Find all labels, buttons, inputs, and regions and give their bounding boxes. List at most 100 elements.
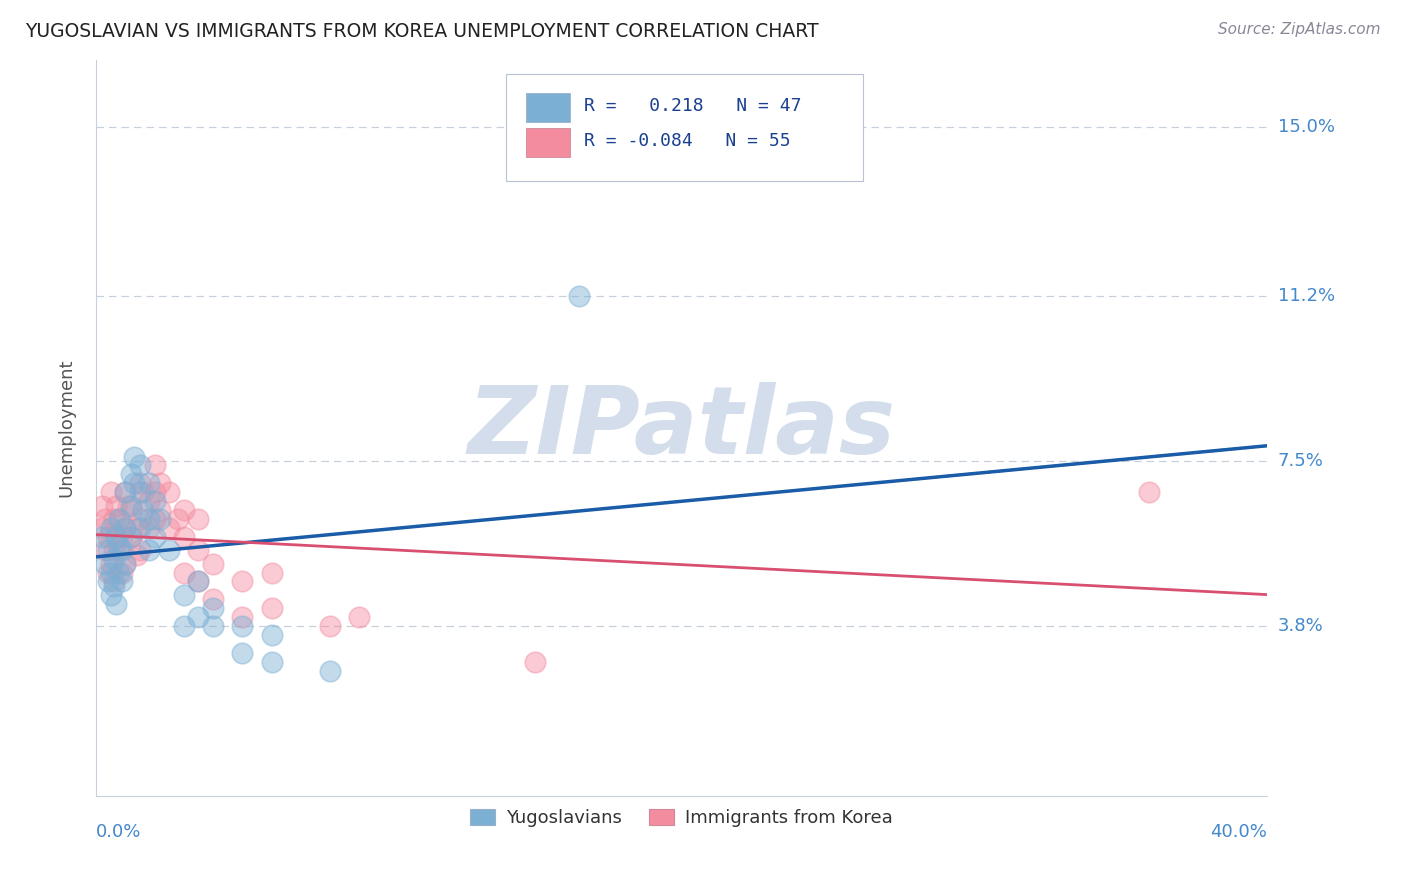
Point: [114, 557, 136, 571]
Point: [103, 574, 125, 589]
Point: [1139, 485, 1161, 500]
Y-axis label: Unemployment: Unemployment: [58, 359, 75, 497]
Point: [132, 485, 155, 500]
Point: [108, 539, 131, 553]
Bar: [526, 93, 569, 122]
Point: [231, 646, 253, 660]
Text: YUGOSLAVIAN VS IMMIGRANTS FROM KOREA UNEMPLOYMENT CORRELATION CHART: YUGOSLAVIAN VS IMMIGRANTS FROM KOREA UNE…: [25, 22, 818, 41]
Point: [187, 512, 209, 526]
Point: [187, 574, 209, 589]
Point: [173, 530, 195, 544]
Point: [125, 521, 148, 535]
Point: [319, 619, 342, 633]
Point: [111, 530, 134, 544]
Point: [129, 476, 152, 491]
Point: [120, 530, 142, 544]
Point: [103, 579, 125, 593]
Point: [114, 521, 136, 535]
Point: [143, 458, 166, 473]
Text: ZIPatlas: ZIPatlas: [467, 382, 896, 474]
Point: [111, 566, 134, 580]
Point: [114, 557, 136, 571]
Point: [202, 601, 225, 615]
Point: [157, 543, 180, 558]
Point: [90, 499, 112, 513]
Point: [173, 503, 195, 517]
Text: 11.2%: 11.2%: [1278, 287, 1334, 305]
Point: [114, 521, 136, 535]
Point: [114, 485, 136, 500]
Point: [231, 610, 253, 624]
Point: [94, 543, 117, 558]
Point: [97, 574, 120, 589]
Point: [173, 619, 195, 633]
Point: [100, 485, 122, 500]
Point: [120, 503, 142, 517]
Point: [260, 655, 283, 669]
Point: [105, 530, 128, 544]
Point: [157, 485, 180, 500]
Point: [138, 512, 160, 526]
Legend: Yugoslavians, Immigrants from Korea: Yugoslavians, Immigrants from Korea: [463, 802, 900, 834]
Point: [90, 530, 112, 544]
Point: [129, 543, 152, 558]
Point: [143, 512, 166, 526]
Point: [100, 557, 122, 571]
Point: [187, 574, 209, 589]
Point: [319, 664, 342, 678]
Point: [138, 521, 160, 535]
Point: [260, 628, 283, 642]
Point: [100, 521, 122, 535]
Point: [90, 521, 112, 535]
Text: Source: ZipAtlas.com: Source: ZipAtlas.com: [1218, 22, 1381, 37]
Point: [122, 450, 145, 464]
Point: [105, 530, 128, 544]
Point: [125, 548, 148, 562]
Point: [132, 503, 155, 517]
Point: [202, 619, 225, 633]
Point: [231, 619, 253, 633]
Point: [260, 566, 283, 580]
Point: [111, 574, 134, 589]
Text: 0.0%: 0.0%: [96, 823, 142, 841]
Point: [122, 476, 145, 491]
Point: [117, 499, 139, 513]
Point: [100, 588, 122, 602]
Point: [260, 601, 283, 615]
Point: [138, 476, 160, 491]
Point: [108, 543, 131, 558]
Point: [202, 592, 225, 607]
Point: [129, 521, 152, 535]
Point: [173, 588, 195, 602]
Text: 3.8%: 3.8%: [1278, 617, 1323, 635]
Point: [349, 610, 371, 624]
Point: [120, 499, 142, 513]
Point: [129, 458, 152, 473]
Point: [202, 557, 225, 571]
Text: R = -0.084   N = 55: R = -0.084 N = 55: [583, 132, 790, 150]
Point: [114, 485, 136, 500]
Point: [157, 521, 180, 535]
Point: [120, 530, 142, 544]
Point: [167, 512, 190, 526]
Point: [149, 476, 172, 491]
Point: [103, 512, 125, 526]
Point: [108, 512, 131, 526]
Point: [138, 543, 160, 558]
FancyBboxPatch shape: [506, 74, 863, 181]
Text: 40.0%: 40.0%: [1209, 823, 1267, 841]
Point: [108, 512, 131, 526]
Text: 15.0%: 15.0%: [1278, 118, 1334, 136]
Point: [120, 467, 142, 482]
Point: [105, 597, 128, 611]
Point: [97, 566, 120, 580]
Point: [94, 557, 117, 571]
Point: [173, 566, 195, 580]
Point: [143, 485, 166, 500]
Point: [94, 512, 117, 526]
Point: [149, 512, 172, 526]
Point: [143, 530, 166, 544]
Point: [105, 499, 128, 513]
Point: [138, 494, 160, 508]
Point: [129, 485, 152, 500]
